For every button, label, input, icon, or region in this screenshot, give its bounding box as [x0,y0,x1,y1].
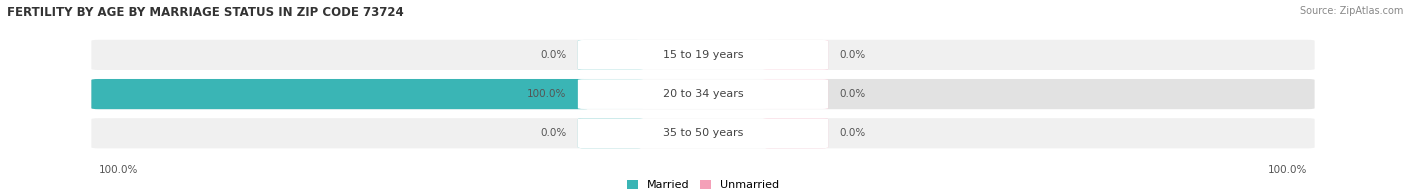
Text: 100.0%: 100.0% [527,89,567,99]
FancyBboxPatch shape [578,40,828,70]
Legend: Married, Unmarried: Married, Unmarried [627,180,779,191]
FancyBboxPatch shape [578,118,643,148]
FancyBboxPatch shape [91,79,591,109]
FancyBboxPatch shape [578,40,643,70]
FancyBboxPatch shape [763,118,828,148]
Text: 100.0%: 100.0% [1268,165,1308,175]
Text: 15 to 19 years: 15 to 19 years [662,50,744,60]
Text: 0.0%: 0.0% [839,128,866,138]
FancyBboxPatch shape [578,79,643,109]
Text: 100.0%: 100.0% [98,165,138,175]
Text: 0.0%: 0.0% [839,89,866,99]
FancyBboxPatch shape [91,79,1315,109]
FancyBboxPatch shape [763,40,828,70]
FancyBboxPatch shape [578,79,828,109]
Text: 35 to 50 years: 35 to 50 years [662,128,744,138]
Text: Source: ZipAtlas.com: Source: ZipAtlas.com [1299,6,1403,16]
FancyBboxPatch shape [91,40,1315,70]
Text: 0.0%: 0.0% [839,50,866,60]
Text: 20 to 34 years: 20 to 34 years [662,89,744,99]
Text: FERTILITY BY AGE BY MARRIAGE STATUS IN ZIP CODE 73724: FERTILITY BY AGE BY MARRIAGE STATUS IN Z… [7,6,404,19]
Text: 0.0%: 0.0% [540,128,567,138]
FancyBboxPatch shape [763,79,828,109]
FancyBboxPatch shape [578,118,828,148]
FancyBboxPatch shape [91,118,1315,148]
Text: 0.0%: 0.0% [540,50,567,60]
